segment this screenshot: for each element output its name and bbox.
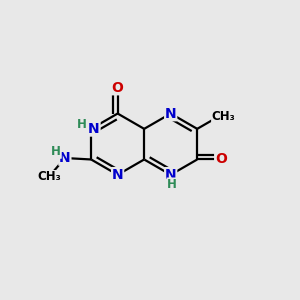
Text: N: N [165, 168, 176, 182]
Text: O: O [215, 152, 227, 167]
Text: H: H [51, 145, 61, 158]
Text: CH₃: CH₃ [212, 110, 235, 123]
Text: H: H [167, 178, 177, 191]
Text: N: N [112, 168, 124, 182]
Text: N: N [165, 106, 176, 121]
Text: N: N [59, 151, 71, 165]
Text: H: H [76, 118, 86, 131]
Text: N: N [88, 122, 100, 136]
Text: CH₃: CH₃ [37, 170, 61, 184]
Text: O: O [112, 81, 124, 94]
